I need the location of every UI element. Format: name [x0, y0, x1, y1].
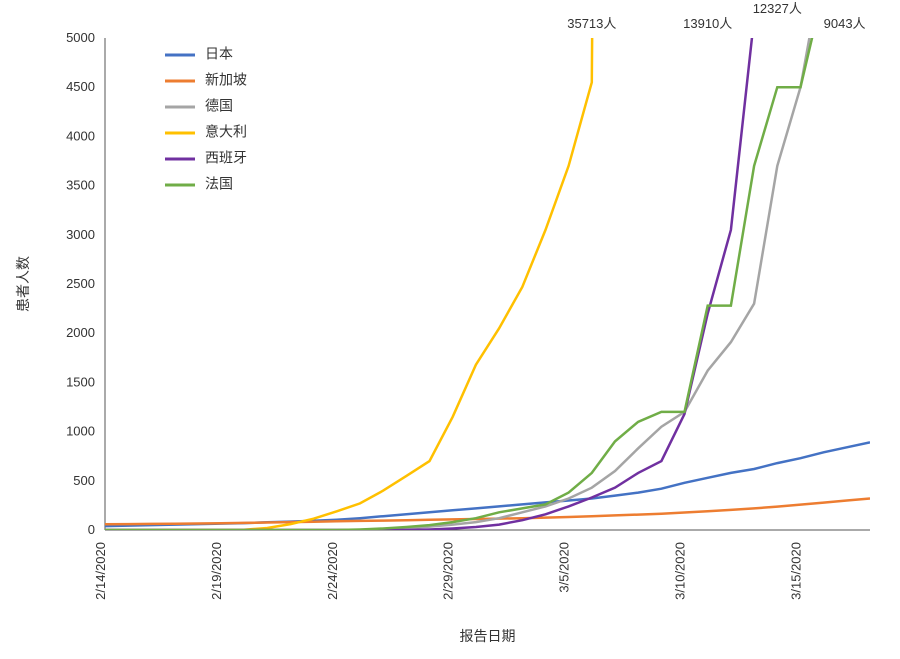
legend-label: 日本: [205, 46, 233, 62]
y-tick-label: 3500: [66, 178, 95, 193]
callout-label: 35713人: [567, 16, 616, 31]
callout-label: 9043人: [824, 16, 866, 31]
y-tick-label: 2500: [66, 276, 95, 291]
y-tick-label: 3000: [66, 227, 95, 242]
legend-label: 德国: [205, 98, 233, 114]
y-tick-label: 2000: [66, 325, 95, 340]
y-tick-label: 5000: [66, 30, 95, 45]
y-tick-label: 1000: [66, 424, 95, 439]
callout-label: 13910人: [683, 16, 732, 31]
legend-label: 新加坡: [205, 72, 247, 88]
x-tick-label: 3/15/2020: [788, 542, 803, 600]
x-axis-title: 报告日期: [460, 628, 516, 644]
y-tick-label: 1500: [66, 374, 95, 389]
line-chart: 0 500 1000 1500 2000 2500 3000 3500 4000 4500 5000…: [0, 0, 900, 659]
legend-label: 意大利: [205, 124, 247, 140]
y-tick-label: 4500: [66, 79, 95, 94]
x-tick-label: 3/10/2020: [673, 542, 688, 600]
x-tick-label: 3/5/2020: [557, 542, 572, 593]
y-tick-label: 0: [88, 522, 95, 537]
x-tick-label: 2/29/2020: [441, 542, 456, 600]
callout-label: 12327人: [753, 1, 802, 16]
chart-container: 0 500 1000 1500 2000 2500 3000 3500 4000 4500 5000…: [0, 0, 900, 659]
y-axis-title: 患者人数: [15, 256, 31, 312]
legend-label: 西班牙: [205, 150, 247, 166]
x-tick-label: 2/14/2020: [93, 542, 108, 600]
x-tick-label: 2/24/2020: [325, 542, 340, 600]
x-tick-label: 2/19/2020: [209, 542, 224, 600]
y-tick-label: 500: [73, 473, 95, 488]
legend-label: 法国: [205, 176, 233, 192]
y-tick-label: 4000: [66, 128, 95, 143]
